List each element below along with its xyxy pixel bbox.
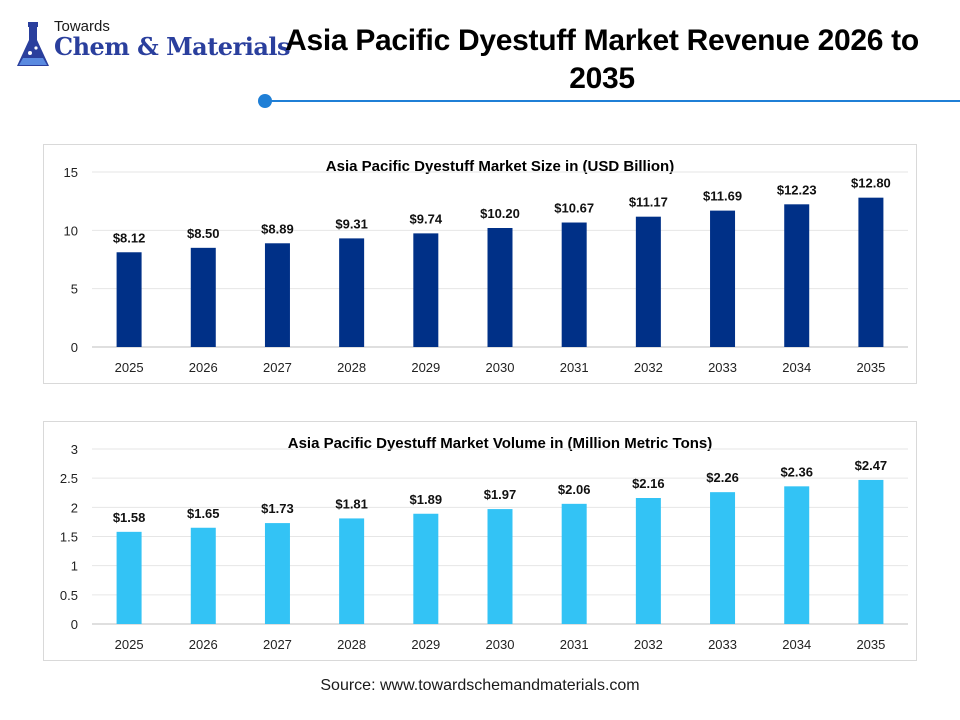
bar-2029 (413, 513, 439, 624)
source-note: Source: www.towardschemandmaterials.com (320, 677, 640, 694)
x-tick-label: 2025 (115, 637, 144, 652)
x-tick-label: 2031 (560, 360, 589, 375)
y-tick-label: 1.5 (60, 530, 78, 545)
chart-title: Asia Pacific Dyestuff Market Volume in (… (288, 435, 713, 452)
data-label: $10.20 (480, 206, 520, 221)
y-tick-label: 0 (71, 617, 78, 632)
data-label: $12.80 (851, 176, 891, 191)
y-tick-label: 3 (71, 442, 78, 457)
brand-logo: Towards Chem & Materials (16, 18, 291, 88)
bar-2035 (858, 197, 884, 347)
bar-2032 (635, 498, 661, 624)
market-size-chart: Asia Pacific Dyestuff Market Size in (US… (64, 158, 908, 375)
x-tick-label: 2033 (708, 637, 737, 652)
x-tick-label: 2026 (189, 360, 218, 375)
data-label: $9.31 (335, 216, 368, 231)
data-label: $8.12 (113, 230, 146, 245)
data-label: $1.97 (484, 487, 517, 502)
x-tick-label: 2028 (337, 637, 366, 652)
data-label: $2.36 (780, 464, 813, 479)
x-tick-label: 2032 (634, 360, 663, 375)
bar-2031 (561, 503, 587, 624)
chart-title: Asia Pacific Dyestuff Market Size in (US… (326, 158, 674, 175)
bar-2026 (190, 527, 216, 624)
market-volume-chart-panel: Asia Pacific Dyestuff Market Volume in (… (43, 421, 917, 661)
y-tick-label: 2 (71, 500, 78, 515)
data-label: $11.17 (629, 195, 668, 210)
x-tick-label: 2035 (856, 637, 885, 652)
logo-towards-text: Towards (54, 18, 110, 35)
bar-2028 (339, 518, 365, 624)
y-tick-label: 5 (71, 282, 78, 297)
data-label: $8.50 (187, 226, 220, 241)
x-tick-label: 2025 (115, 360, 144, 375)
data-label: $2.26 (706, 470, 739, 485)
x-tick-label: 2029 (411, 637, 440, 652)
title-rule (264, 100, 960, 102)
y-tick-label: 0 (71, 340, 78, 355)
data-label: $1.65 (187, 506, 220, 521)
x-tick-label: 2035 (856, 360, 885, 375)
x-tick-label: 2032 (634, 637, 663, 652)
bar-2027 (264, 243, 290, 347)
bar-2028 (339, 238, 365, 347)
market-size-chart-panel: Asia Pacific Dyestuff Market Size in (US… (43, 144, 917, 384)
x-tick-label: 2030 (486, 637, 515, 652)
data-label: $1.81 (335, 496, 368, 511)
x-tick-label: 2030 (486, 360, 515, 375)
data-label: $2.16 (632, 476, 665, 491)
x-tick-label: 2034 (782, 637, 811, 652)
y-tick-label: 1 (71, 559, 78, 574)
bar-2035 (858, 479, 884, 624)
page-title: Asia Pacific Dyestuff Market Revenue 202… (285, 24, 919, 95)
bar-2034 (784, 486, 810, 624)
y-tick-label: 10 (64, 223, 78, 238)
bar-2026 (190, 247, 216, 347)
x-tick-label: 2026 (189, 637, 218, 652)
bar-2030 (487, 228, 513, 347)
flask-icon (17, 22, 49, 66)
bar-2032 (635, 216, 661, 347)
y-tick-label: 0.5 (60, 588, 78, 603)
bar-2029 (413, 233, 439, 347)
data-label: $9.74 (410, 211, 443, 226)
data-label: $2.47 (855, 458, 888, 473)
bar-2030 (487, 509, 513, 624)
x-tick-label: 2027 (263, 637, 292, 652)
data-label: $12.23 (777, 182, 817, 197)
bar-2025 (116, 252, 142, 347)
data-label: $1.89 (410, 492, 443, 507)
data-label: $10.67 (554, 201, 594, 216)
bar-2033 (710, 210, 736, 347)
bar-2034 (784, 204, 810, 347)
data-label: $11.69 (703, 189, 742, 204)
y-tick-label: 15 (64, 165, 78, 180)
x-tick-label: 2031 (560, 637, 589, 652)
data-label: $1.73 (261, 501, 294, 516)
data-label: $1.58 (113, 510, 146, 525)
bar-2027 (264, 523, 290, 624)
x-tick-label: 2028 (337, 360, 366, 375)
bar-2031 (561, 222, 587, 347)
y-tick-label: 2.5 (60, 471, 78, 486)
bar-2025 (116, 531, 142, 624)
market-volume-chart: Asia Pacific Dyestuff Market Volume in (… (60, 435, 908, 652)
x-tick-label: 2027 (263, 360, 292, 375)
logo-main-text: Chem & Materials (54, 32, 291, 61)
data-label: $8.89 (261, 221, 294, 236)
x-tick-label: 2033 (708, 360, 737, 375)
data-label: $2.06 (558, 482, 591, 497)
bar-2033 (710, 492, 736, 624)
x-tick-label: 2029 (411, 360, 440, 375)
x-tick-label: 2034 (782, 360, 811, 375)
